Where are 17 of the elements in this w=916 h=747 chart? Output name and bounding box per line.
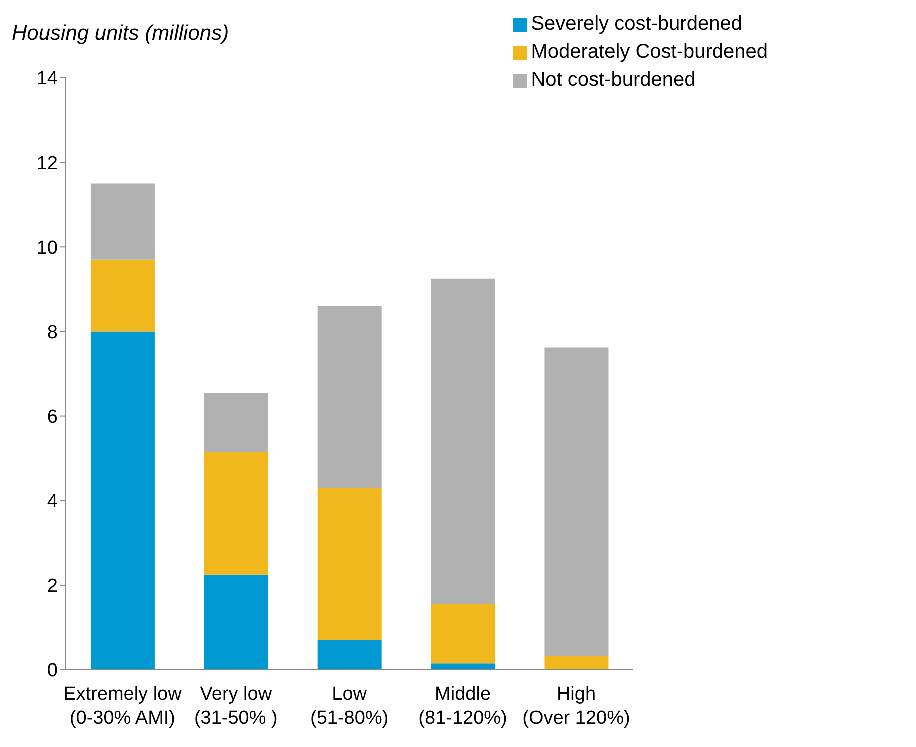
- x-tick-label: Very low (31-50% ): [194, 684, 278, 729]
- y-tick-label: 8: [47, 322, 58, 344]
- x-tick-label: High (Over 120%): [522, 684, 630, 729]
- y-tick-label: 2: [47, 576, 58, 598]
- x-tick-label: Middle (81-120%): [418, 684, 508, 729]
- legend-label: Severely cost-burdened: [531, 13, 742, 35]
- y-axis-title: Housing units (millions): [12, 22, 230, 46]
- legend-label: Not cost-burdened: [531, 69, 696, 91]
- y-tick-label: 14: [36, 68, 58, 90]
- y-tick-label: 6: [47, 407, 58, 428]
- y-tick-label: 12: [36, 153, 58, 174]
- x-tick-label: Extremely low (0-30% AMI): [64, 684, 182, 729]
- y-tick-label: 0: [47, 660, 58, 682]
- x-tick-label: Low (51-80%): [310, 684, 389, 729]
- legend-label: Moderately Cost-burdened: [531, 41, 768, 63]
- y-tick-label: 10: [36, 238, 58, 259]
- y-tick-label: 4: [47, 492, 58, 513]
